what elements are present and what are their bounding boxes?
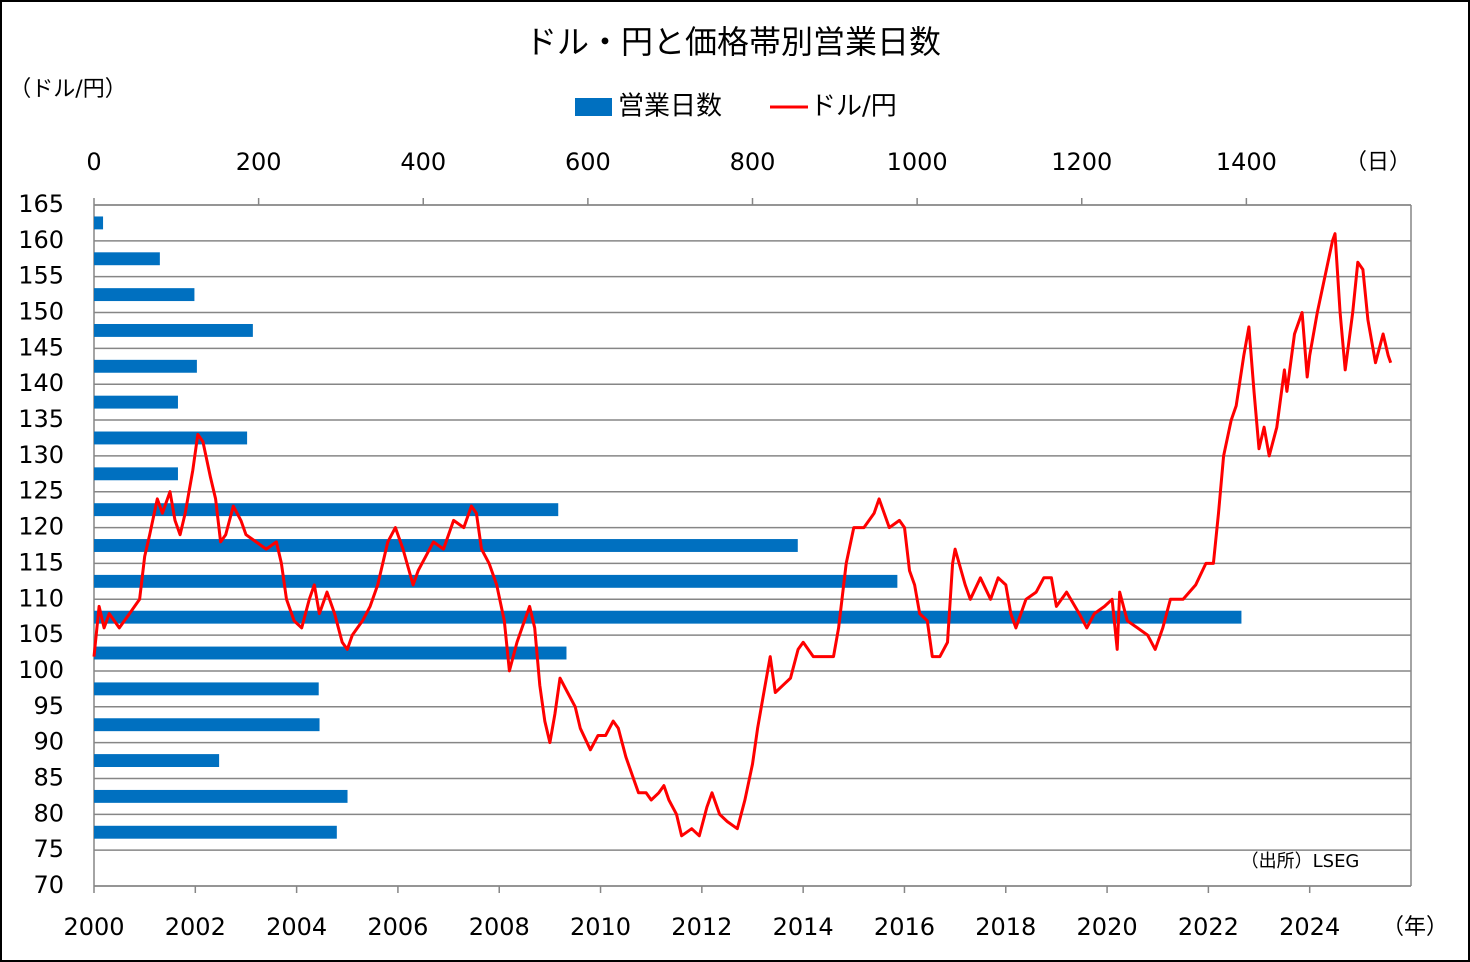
y-tick-label: 135: [18, 405, 64, 433]
bottom-tick-label: 2010: [570, 913, 631, 941]
y-tick-label: 70: [33, 871, 64, 899]
bottom-tick-label: 2022: [1178, 913, 1239, 941]
y-tick-label: 145: [18, 333, 64, 361]
bottom-tick-label: 2014: [773, 913, 834, 941]
bottom-tick-label: 2004: [266, 913, 327, 941]
bar: [94, 646, 567, 660]
y-tick-label: 90: [33, 728, 64, 756]
y-tick-label: 80: [33, 799, 64, 827]
bottom-tick-label: 2000: [63, 913, 124, 941]
y-tick-label: 150: [18, 298, 64, 326]
top-tick-label: 1000: [887, 148, 948, 176]
bottom-tick-label: 2002: [165, 913, 226, 941]
bar: [94, 395, 178, 409]
bottom-tick-label: 2024: [1279, 913, 1340, 941]
y-tick-label: 100: [18, 656, 64, 684]
legend-swatch-bar: [575, 98, 612, 116]
bar: [94, 359, 197, 373]
y-tick-label: 75: [33, 835, 64, 863]
bottom-tick-label: 2012: [671, 913, 732, 941]
price-line: [92, 232, 1393, 838]
bottom-axis-label: （年）: [1382, 915, 1448, 940]
bottom-tick-label: 2016: [874, 913, 935, 941]
y-tick-label: 165: [18, 190, 64, 218]
top-tick-label: 1400: [1216, 148, 1277, 176]
bottom-tick-label: 2020: [1077, 913, 1138, 941]
y-tick-label: 85: [33, 763, 64, 791]
bar: [94, 252, 160, 266]
top-tick-label: 400: [400, 148, 446, 176]
y-tick-label: 155: [18, 262, 64, 290]
top-tick-label: 1200: [1051, 148, 1112, 176]
bar: [94, 323, 253, 337]
bar: [94, 288, 195, 302]
y-tick-label: 160: [18, 226, 64, 254]
bottom-tick-label: 2008: [469, 913, 530, 941]
y-tick-label: 110: [18, 584, 64, 612]
top-tick-label: 0: [86, 148, 101, 176]
bar: [94, 467, 178, 481]
legend-label: ドル/円: [810, 92, 897, 122]
top-tick-label: 800: [730, 148, 776, 176]
bar: [94, 216, 104, 230]
bar: [94, 431, 248, 445]
top-tick-label: 200: [236, 148, 282, 176]
y-tick-label: 125: [18, 477, 64, 505]
bar: [94, 825, 337, 839]
bar: [94, 610, 1242, 624]
legend-label: 営業日数: [618, 92, 722, 122]
bottom-tick-label: 2018: [975, 913, 1036, 941]
top-tick-label: 600: [565, 148, 611, 176]
top-axis-label: （日）: [1345, 150, 1411, 175]
bar: [94, 754, 220, 768]
bottom-tick-label: 2006: [367, 913, 428, 941]
y-tick-label: 120: [18, 513, 64, 541]
y-axis-label: （ドル/円）: [9, 77, 126, 102]
bar: [94, 718, 320, 732]
y-tick-label: 105: [18, 620, 64, 648]
bar: [94, 503, 559, 517]
y-tick-label: 130: [18, 441, 64, 469]
bar: [94, 789, 348, 803]
y-tick-label: 115: [18, 548, 64, 576]
source-note: （出所）LSEG: [1241, 851, 1360, 872]
y-tick-label: 140: [18, 369, 64, 397]
bar: [94, 682, 319, 696]
chart-title: ドル・円と価格帯別営業日数: [525, 23, 941, 61]
y-tick-label: 95: [33, 692, 64, 720]
